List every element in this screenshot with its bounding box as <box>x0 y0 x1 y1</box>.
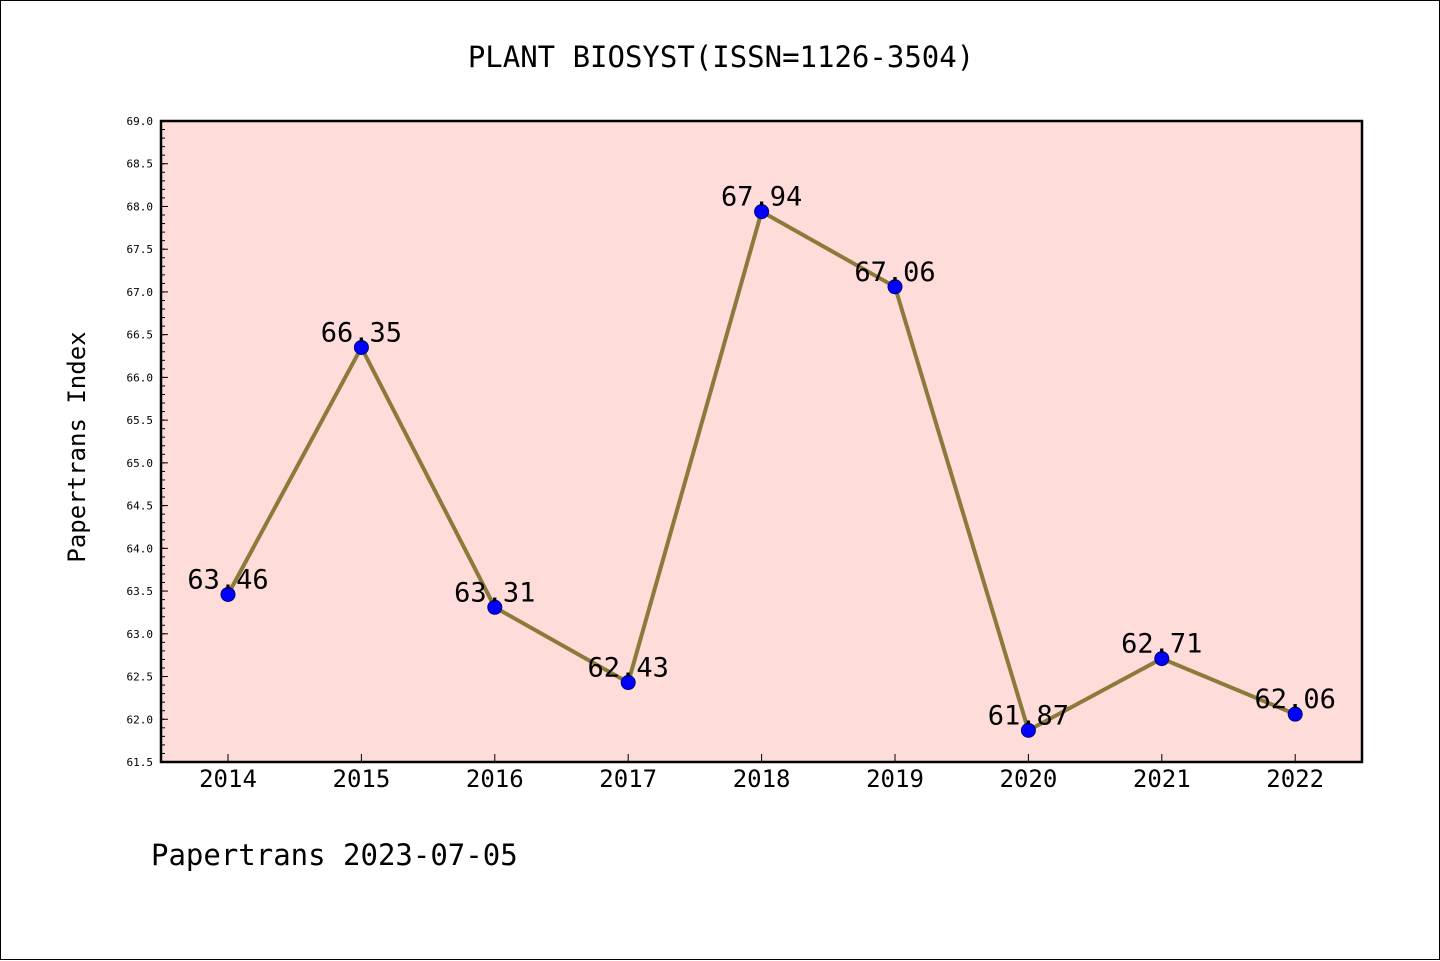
y-tick-label: 66.5 <box>127 329 154 342</box>
plot-frame <box>159 119 1364 764</box>
y-tick-label: 67.5 <box>127 243 154 256</box>
x-tick-label: 2021 <box>1133 765 1191 793</box>
y-tick-label: 63.0 <box>127 628 154 641</box>
y-tick-label: 66.0 <box>127 371 154 384</box>
x-tick-label: 2019 <box>866 765 924 793</box>
y-axis-label: Papertrans Index <box>63 331 91 562</box>
data-labels: 63.46 66.35 63.31 62.43 67.94 67.06 61.87 62.71… <box>187 182 1335 732</box>
data-label: 62.71 <box>1121 629 1202 660</box>
x-tick-label: 2014 <box>199 765 257 793</box>
y-tick-label: 65.5 <box>127 414 154 427</box>
x-tick-label: 2016 <box>466 765 524 793</box>
data-point-marker <box>220 586 236 602</box>
y-tick-label: 62.0 <box>127 713 154 726</box>
data-label: 67.06 <box>854 257 935 288</box>
data-label: 67.94 <box>721 182 802 213</box>
data-point-marker <box>1154 651 1170 667</box>
y-tick-label: 64.0 <box>127 542 154 555</box>
y-tick-label: 65.0 <box>127 457 154 470</box>
data-point-marker <box>1020 722 1036 738</box>
data-point-marker <box>887 279 903 295</box>
data-label: 62.43 <box>588 653 669 684</box>
y-tick-label: 67.0 <box>127 286 154 299</box>
data-label: 63.46 <box>187 564 268 595</box>
axis-ticks: 61.5 62.0 62.5 63.0 63.5 64.0 64.5 65.0 65.5 66.0… <box>127 115 1325 793</box>
x-tick-label: 2020 <box>1000 765 1058 793</box>
y-tick-label: 68.5 <box>127 158 154 171</box>
y-tick-label: 61.5 <box>127 756 154 769</box>
y-tick-label: 64.5 <box>127 500 154 513</box>
y-tick-label: 63.5 <box>127 585 154 598</box>
data-point-marker <box>353 339 369 355</box>
x-tick-label: 2015 <box>333 765 391 793</box>
footer-text: Papertrans 2023-07-05 <box>151 838 518 872</box>
y-tick-label: 68.0 <box>127 200 154 213</box>
x-tick-label: 2017 <box>599 765 657 793</box>
data-point-marker <box>487 599 503 615</box>
data-point-marker <box>754 204 770 220</box>
data-point-marker <box>620 675 636 691</box>
data-label: 62.06 <box>1255 684 1336 715</box>
x-tick-label: 2018 <box>733 765 791 793</box>
y-tick-label: 62.5 <box>127 671 154 684</box>
chart-title: PLANT BIOSYST(ISSN=1126-3504) <box>468 40 974 74</box>
data-label: 63.31 <box>454 577 535 608</box>
series-layer <box>220 204 1303 738</box>
y-tick-label: 69.0 <box>127 115 154 128</box>
x-tick-label: 2022 <box>1266 765 1324 793</box>
data-point-marker <box>1287 706 1303 722</box>
data-label: 66.35 <box>321 317 402 348</box>
data-label: 61.87 <box>988 700 1069 731</box>
